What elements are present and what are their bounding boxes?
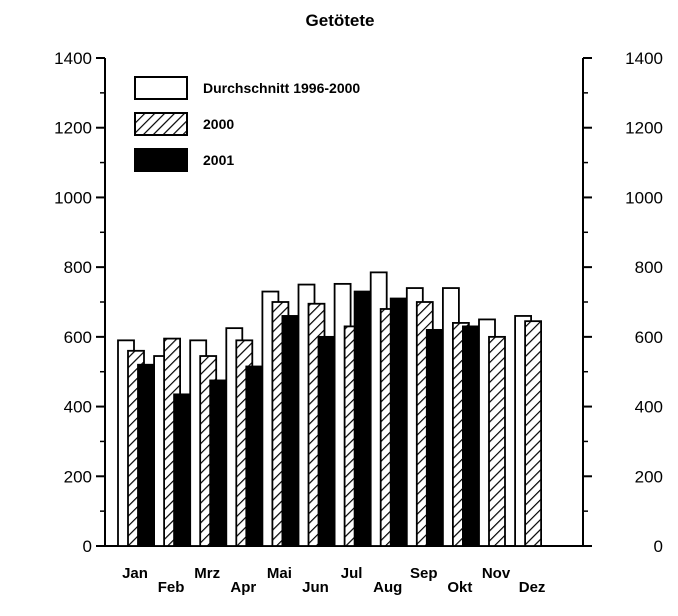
legend-swatch-1 [134,76,188,100]
bar-feb-series-3 [173,393,192,547]
y-tick-label-left: 600 [64,328,92,347]
x-tick-label: Sep [410,565,438,582]
y-tick-label-right: 1200 [625,119,663,138]
y-tick-label-right: 400 [635,398,663,417]
bar-jan-series-3 [137,363,155,547]
y-tick-label-right: 0 [654,537,663,556]
bar-dez-series-2 [524,320,542,547]
y-tick-label-left: 0 [83,537,92,556]
x-tick-label: Dez [519,579,546,596]
legend-swatch-3 [134,148,188,172]
bar-aug-series-3 [389,297,408,547]
x-tick-label: Jun [302,579,329,596]
bar-jun-series-3 [317,335,336,547]
y-tick-label-left: 1000 [54,188,92,207]
legend-label-1: Durchschnitt 1996-2000 [203,80,360,96]
x-tick-label: Nov [482,565,511,582]
bar-apr-series-3 [245,365,264,547]
x-tick-label: Jul [341,565,363,582]
chart-title: Getötete [306,11,375,30]
y-tick-label-left: 400 [64,398,92,417]
x-tick-label: Aug [373,579,402,596]
x-tick-label: Mrz [194,565,220,582]
y-tick-label-right: 200 [635,467,663,486]
y-tick-label-left: 800 [64,258,92,277]
x-tick-label: Okt [447,579,472,596]
x-tick-label: Jan [122,565,148,582]
y-tick-label-left: 200 [64,467,92,486]
bar-sep-series-3 [425,328,444,547]
bar-mai-series-3 [281,315,300,547]
bar-jul-series-3 [353,290,372,547]
x-tick-label: Feb [158,579,185,596]
x-tick-label: Mai [267,565,292,582]
y-tick-label-left: 1200 [54,119,92,138]
y-tick-label-left: 1400 [54,49,92,68]
legend-label-2: 2000 [203,116,234,132]
y-tick-label-right: 800 [635,258,663,277]
y-tick-label-right: 1000 [625,188,663,207]
y-tick-label-right: 1400 [625,49,663,68]
bar-mrz-series-3 [209,379,228,547]
legend-swatch-2 [134,112,188,136]
y-tick-label-right: 600 [635,328,663,347]
legend-label-3: 2001 [203,152,234,168]
bar-okt-series-3 [461,325,480,547]
x-tick-label: Apr [230,579,256,596]
bar-nov-series-2 [488,335,506,547]
